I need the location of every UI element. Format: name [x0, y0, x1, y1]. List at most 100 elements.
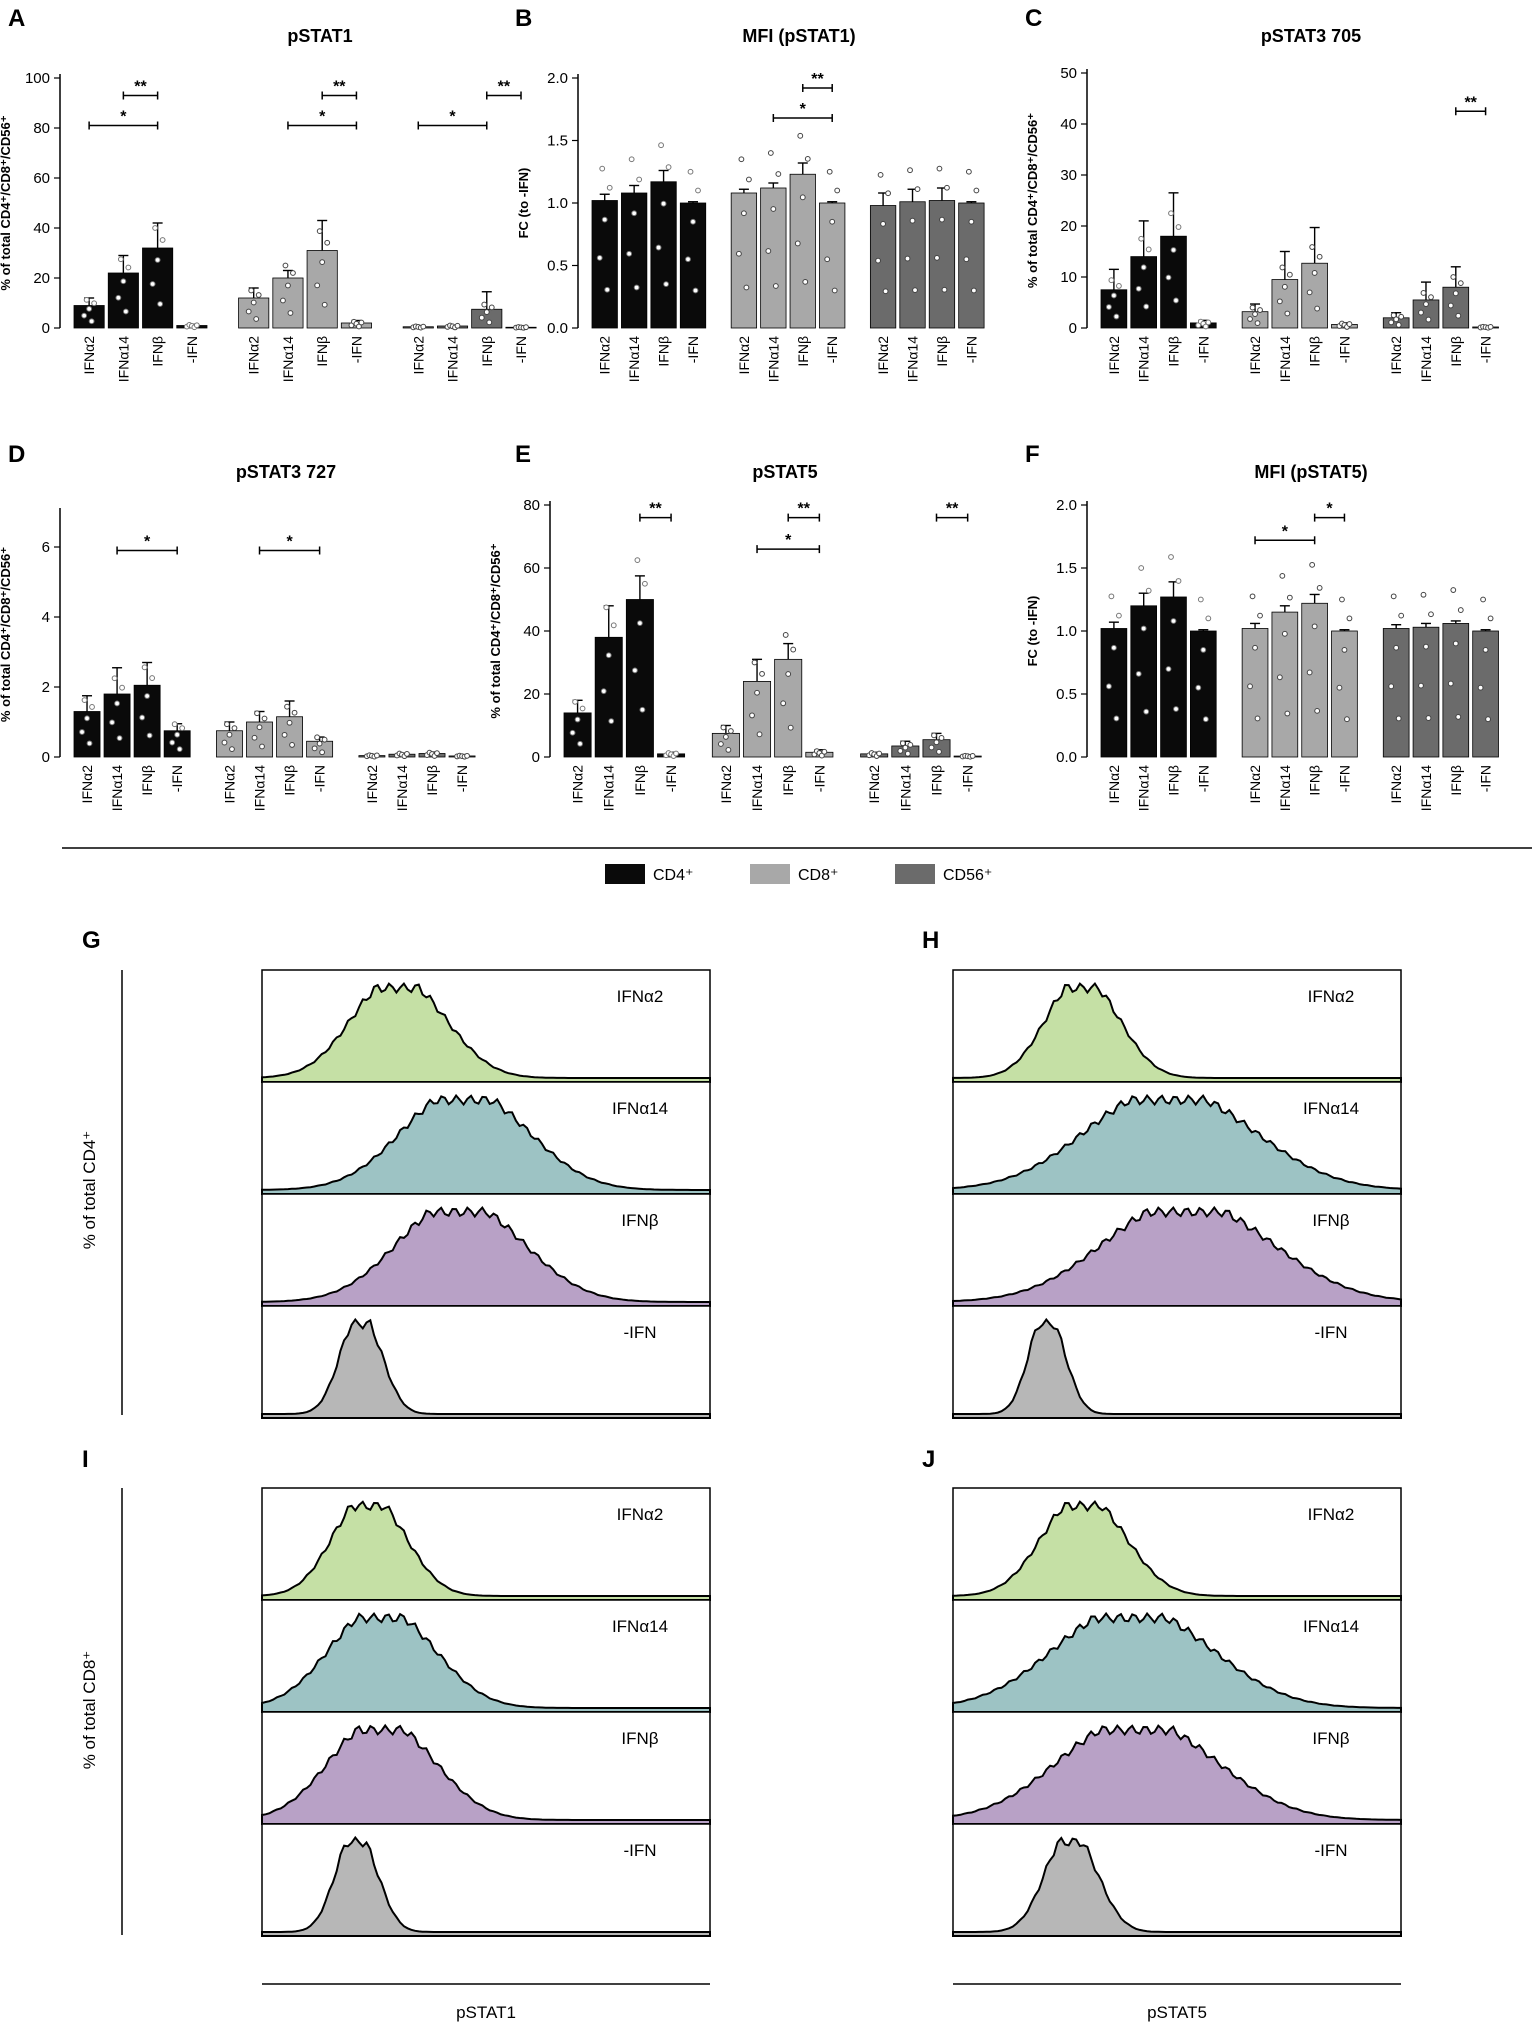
data-point: [934, 254, 940, 261]
data-point: [311, 745, 318, 752]
bar: [958, 202, 985, 329]
data-point: [658, 142, 664, 149]
data-point: [603, 604, 610, 611]
data-point: [780, 700, 787, 707]
data-point: [1393, 316, 1400, 323]
y-tick-label: 30: [1060, 167, 1077, 184]
data-point: [251, 734, 258, 741]
data-point: [736, 250, 742, 257]
data-point: [938, 735, 945, 741]
y-tick-label: 60: [523, 560, 540, 577]
panel-letter: J: [922, 1446, 935, 1473]
data-point: [1450, 587, 1457, 593]
significance-label: **: [798, 501, 811, 518]
condition-label: IFNα14: [612, 1099, 668, 1118]
data-point: [1257, 307, 1263, 313]
data-point: [176, 746, 183, 753]
data-point: [1452, 640, 1459, 647]
data-point: [914, 186, 921, 193]
data-point: [89, 704, 95, 710]
data-point: [1165, 666, 1172, 672]
x-tick-label: -IFN: [348, 336, 364, 363]
data-point: [660, 200, 667, 207]
data-point: [970, 287, 977, 294]
data-point: [86, 305, 93, 312]
data-point: [717, 741, 724, 747]
legend-swatch: [750, 864, 790, 884]
chart-title: pSTAT3 705: [1261, 26, 1361, 46]
data-point: [141, 664, 148, 671]
data-point: [722, 734, 729, 740]
histogram-panel-G: G % of total CD4⁺ IFNα2 IFNα14 IFNβ -IFN: [80, 927, 711, 1419]
data-point: [759, 670, 765, 677]
data-point: [221, 739, 228, 746]
data-point: [804, 155, 811, 162]
x-tick-label: -IFN: [1195, 765, 1211, 792]
condition-label: IFNα14: [1303, 1099, 1359, 1118]
panel-F: F MFI (pSTAT5) 0.0 0.5 1.0 1.5 2.0 FC (to -IFN)…: [1025, 441, 1499, 811]
data-point: [116, 735, 123, 741]
data-point: [290, 270, 296, 276]
x-tick-label: IFNα2: [246, 336, 262, 375]
x-tick-label: IFNα14: [601, 765, 617, 811]
data-point: [1116, 283, 1122, 289]
data-point: [770, 206, 777, 212]
data-point: [1398, 313, 1405, 320]
data-point: [1284, 710, 1291, 717]
panel-letter: H: [922, 927, 939, 954]
data-point: [936, 165, 943, 172]
y-tick-label: 50: [1060, 65, 1077, 82]
legend-swatch: [895, 864, 935, 884]
data-point: [1247, 316, 1253, 322]
x-tick-label: -IFN: [312, 765, 328, 792]
x-tick-label: IFNα14: [1136, 765, 1152, 811]
significance-label: *: [286, 534, 293, 551]
data-point: [1276, 674, 1283, 681]
data-point: [139, 714, 146, 721]
data-point: [169, 739, 176, 746]
data-point: [746, 176, 752, 183]
data-point: [486, 319, 493, 326]
significance-label: *: [449, 109, 456, 126]
data-point: [314, 734, 321, 741]
data-point: [404, 751, 410, 757]
y-axis-label: % of total CD8⁺: [80, 1651, 99, 1770]
y-axis-label: FC (to -IFN): [1025, 596, 1040, 667]
significance-label: **: [946, 501, 959, 518]
data-point: [1306, 669, 1313, 676]
data-point: [119, 684, 125, 691]
x-tick-label: IFNα2: [718, 765, 734, 804]
data-point: [610, 622, 617, 629]
data-point: [1428, 294, 1434, 301]
chart-title: pSTAT5: [752, 462, 817, 482]
x-tick-label: IFNβ: [139, 765, 155, 796]
histogram-curve: [261, 1317, 711, 1419]
condition-label: IFNα14: [612, 1617, 668, 1636]
bar: [1412, 299, 1440, 329]
data-point: [1284, 310, 1291, 317]
data-point: [802, 278, 809, 285]
y-axis-label: % of total CD4⁺/CD8⁺/CD56⁺: [488, 543, 503, 718]
data-point: [794, 240, 801, 247]
data-point: [663, 281, 669, 288]
data-point: [904, 255, 911, 262]
x-tick-label: IFNα2: [875, 336, 891, 375]
data-point: [1205, 615, 1212, 622]
x-tick-label: IFNα2: [221, 765, 237, 804]
x-axis-label: pSTAT5: [1147, 2003, 1207, 2022]
data-point: [114, 700, 120, 707]
data-point: [749, 712, 755, 719]
data-point: [1344, 716, 1350, 723]
condition-label: IFNα2: [1308, 1505, 1355, 1524]
y-axis-label: % of total CD4⁺/CD8⁺/CD56⁺: [1025, 113, 1040, 288]
data-point: [944, 184, 950, 191]
data-point: [969, 753, 976, 759]
data-point: [725, 747, 732, 753]
data-point: [579, 705, 586, 712]
data-point: [1346, 615, 1353, 622]
y-tick-label: 0.0: [547, 320, 568, 337]
significance-label: **: [1464, 94, 1477, 111]
data-point: [1311, 270, 1318, 276]
y-tick-label: 0.0: [1056, 749, 1077, 766]
